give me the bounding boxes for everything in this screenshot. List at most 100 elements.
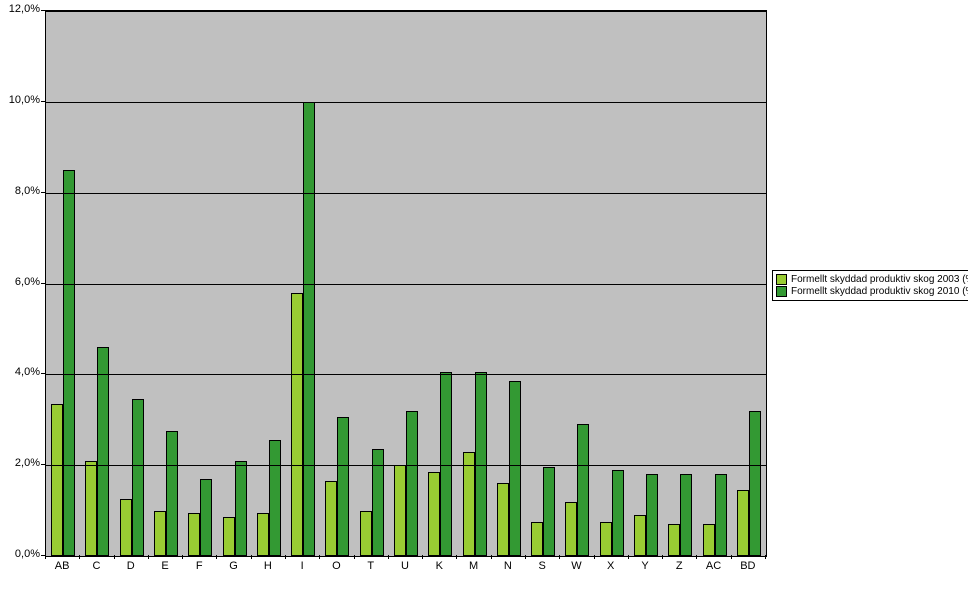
x-tick (628, 555, 629, 559)
x-tick-label: C (79, 560, 113, 572)
y-tick (41, 373, 45, 374)
x-tick-label: E (148, 560, 182, 572)
legend-swatch-2010 (776, 286, 787, 297)
x-tick (45, 555, 46, 559)
bar (360, 511, 372, 556)
bar (577, 424, 589, 556)
bar (63, 170, 75, 556)
bar (291, 293, 303, 556)
bar (668, 524, 680, 556)
y-tick (41, 101, 45, 102)
x-tick (79, 555, 80, 559)
x-tick-label: K (422, 560, 456, 572)
bar (612, 470, 624, 556)
y-tick-label: 4,0% (2, 366, 40, 378)
x-tick-label: AB (45, 560, 79, 572)
x-tick-label: M (456, 560, 490, 572)
x-tick (354, 555, 355, 559)
chart-container: 0,0%2,0%4,0%6,0%8,0%10,0%12,0% ABCDEFGHI… (0, 0, 968, 601)
x-tick (148, 555, 149, 559)
x-tick-label: S (525, 560, 559, 572)
x-tick-label: Z (662, 560, 696, 572)
bar (166, 431, 178, 556)
bar (97, 347, 109, 556)
bar (531, 522, 543, 556)
y-tick (41, 10, 45, 11)
x-tick (594, 555, 595, 559)
bar (394, 465, 406, 556)
bar (715, 474, 727, 556)
x-tick (422, 555, 423, 559)
bar (223, 517, 235, 556)
x-tick (216, 555, 217, 559)
x-tick (456, 555, 457, 559)
x-tick-label: I (285, 560, 319, 572)
grid-line (46, 102, 766, 103)
bar (600, 522, 612, 556)
bar (737, 490, 749, 556)
y-tick-label: 2,0% (2, 457, 40, 469)
x-tick (662, 555, 663, 559)
x-tick-label: X (594, 560, 628, 572)
x-tick-label: N (491, 560, 525, 572)
y-tick (41, 192, 45, 193)
bar (337, 417, 349, 556)
legend-item-2003: Formellt skyddad produktiv skog 2003 (%) (776, 274, 968, 285)
bar (303, 102, 315, 556)
bar (325, 481, 337, 556)
bar (463, 452, 475, 556)
grid-line (46, 193, 766, 194)
bar (200, 479, 212, 556)
legend-swatch-2003 (776, 274, 787, 285)
x-tick (319, 555, 320, 559)
x-tick-label: Y (628, 560, 662, 572)
bar (509, 381, 521, 556)
x-tick-label: W (559, 560, 593, 572)
bar (497, 483, 509, 556)
bar (120, 499, 132, 556)
legend-label-2003: Formellt skyddad produktiv skog 2003 (%) (791, 274, 968, 285)
x-tick-label: U (388, 560, 422, 572)
y-tick (41, 283, 45, 284)
plot-area (45, 10, 767, 557)
grid-line (46, 284, 766, 285)
grid-line (46, 465, 766, 466)
x-tick-label: D (114, 560, 148, 572)
grid-line (46, 374, 766, 375)
x-tick-label: F (182, 560, 216, 572)
bar (565, 502, 577, 557)
x-tick (114, 555, 115, 559)
bar (543, 467, 555, 556)
x-tick-label: O (319, 560, 353, 572)
grid-line (46, 11, 766, 12)
bar (85, 461, 97, 556)
x-tick-label: H (251, 560, 285, 572)
x-tick (182, 555, 183, 559)
bar (51, 404, 63, 556)
x-tick (559, 555, 560, 559)
legend-item-2010: Formellt skyddad produktiv skog 2010 (%) (776, 286, 968, 297)
legend-label-2010: Formellt skyddad produktiv skog 2010 (%) (791, 286, 968, 297)
bar (703, 524, 715, 556)
x-tick-label: G (216, 560, 250, 572)
legend: Formellt skyddad produktiv skog 2003 (%)… (772, 270, 968, 301)
bar (440, 372, 452, 556)
x-tick (696, 555, 697, 559)
y-tick-label: 12,0% (2, 3, 40, 15)
bar (646, 474, 658, 556)
bar (257, 513, 269, 556)
x-tick (285, 555, 286, 559)
x-tick (525, 555, 526, 559)
bar (634, 515, 646, 556)
x-tick-label: AC (696, 560, 730, 572)
bar (475, 372, 487, 556)
x-tick (731, 555, 732, 559)
bar (188, 513, 200, 556)
x-tick (388, 555, 389, 559)
bar (235, 461, 247, 556)
x-tick (765, 555, 766, 559)
y-tick-label: 8,0% (2, 185, 40, 197)
bar (680, 474, 692, 556)
bar (749, 411, 761, 556)
y-tick (41, 464, 45, 465)
